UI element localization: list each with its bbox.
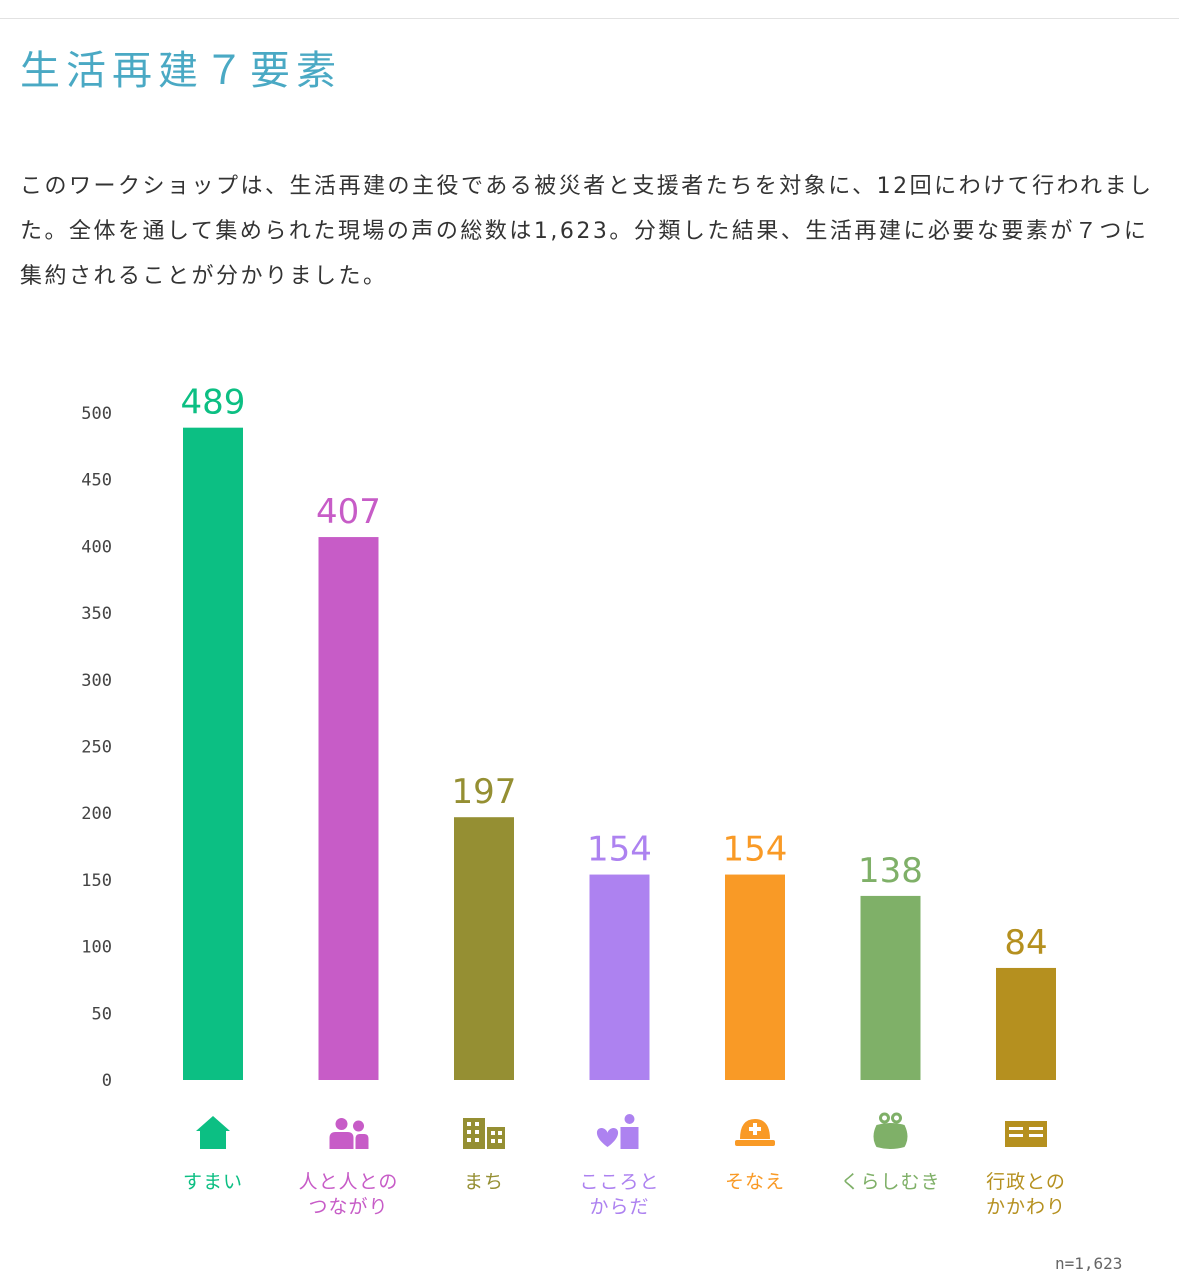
bar xyxy=(996,967,1056,1080)
data-label: 138 xyxy=(858,851,923,891)
y-tick-label: 350 xyxy=(81,604,112,624)
bar-chart: 0 50 100 150 200 250 300 350 400 450 500 489 すまい 407 人… xyxy=(81,383,1066,1218)
y-tick-label: 300 xyxy=(81,671,112,691)
bar xyxy=(589,874,650,1080)
heart-person-icon xyxy=(596,1114,639,1149)
y-tick-label: 150 xyxy=(81,871,112,891)
data-label: 154 xyxy=(723,830,788,870)
category-label: まち xyxy=(464,1171,504,1193)
data-label: 197 xyxy=(452,772,517,812)
bar xyxy=(725,874,785,1080)
bar xyxy=(454,817,514,1080)
data-label: 407 xyxy=(316,492,381,532)
y-tick-label: 250 xyxy=(81,738,112,758)
category-label: つながり xyxy=(308,1196,388,1218)
y-tick-label: 0 xyxy=(102,1071,112,1091)
document-icon xyxy=(1005,1121,1047,1147)
category-label: かかわり xyxy=(986,1196,1066,1218)
category-label: そなえ xyxy=(725,1171,785,1193)
category-label: すまい xyxy=(183,1171,243,1193)
category-label: こころと xyxy=(579,1171,659,1193)
category-label: くらしむき xyxy=(840,1171,940,1193)
intro-paragraph: このワークショップは、生活再建の主役である被災者と支援者たちを対象に、12回にわ… xyxy=(20,174,1154,289)
people-icon xyxy=(329,1118,369,1149)
category-label: 行政との xyxy=(986,1171,1066,1193)
helmet-icon xyxy=(735,1119,775,1146)
data-label: 489 xyxy=(181,383,246,423)
bar xyxy=(318,537,379,1080)
page-title: 生活再建７要素 xyxy=(20,48,342,94)
category-label: 人と人との xyxy=(299,1171,399,1193)
sample-size-note: n=1,623 xyxy=(1055,1254,1123,1273)
category-label: からだ xyxy=(589,1196,649,1218)
y-tick-label: 450 xyxy=(81,471,112,491)
y-tick-label: 200 xyxy=(81,804,112,824)
y-tick-label: 500 xyxy=(81,404,112,424)
top-divider xyxy=(0,18,1179,19)
purse-icon xyxy=(873,1112,908,1149)
buildings-icon xyxy=(463,1118,505,1149)
house-icon xyxy=(196,1116,230,1149)
y-tick-label: 400 xyxy=(81,537,112,557)
bar xyxy=(860,895,921,1080)
data-label: 154 xyxy=(587,830,652,870)
bar xyxy=(183,427,243,1080)
y-tick-label: 100 xyxy=(81,938,112,958)
y-tick-label: 50 xyxy=(92,1004,112,1024)
data-label: 84 xyxy=(1004,923,1047,963)
